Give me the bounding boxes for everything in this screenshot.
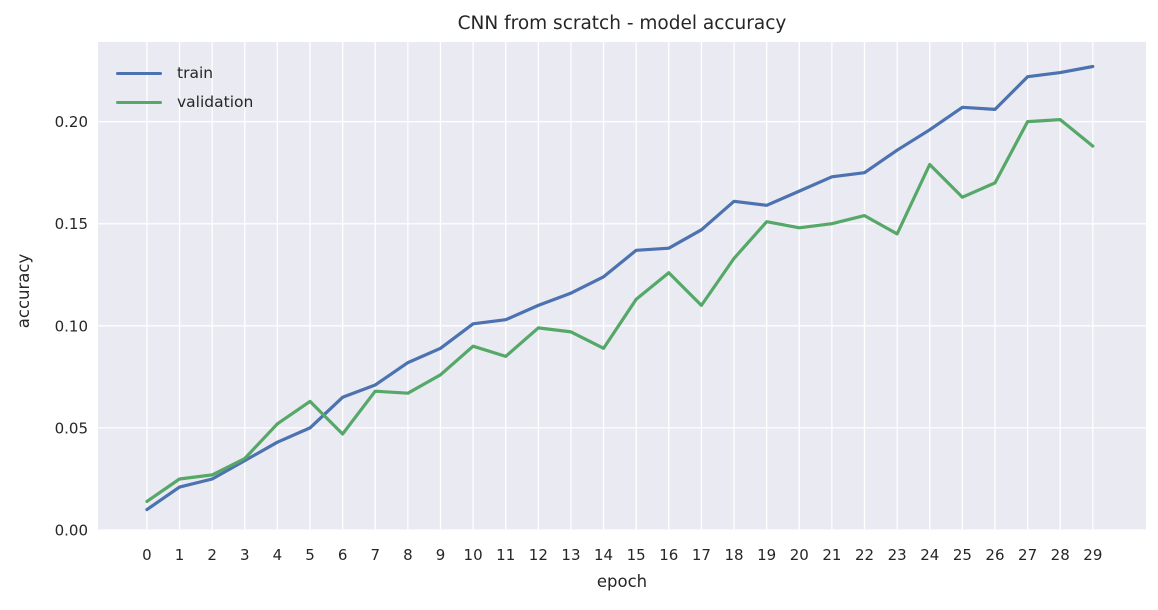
validation-line-swatch: [116, 100, 162, 105]
y-tick-label: 0.00: [55, 522, 88, 540]
legend-label-train: train: [177, 63, 214, 82]
x-tick-label: 15: [627, 546, 646, 564]
y-axis-label: accuracy: [14, 253, 33, 329]
x-tick-label: 22: [855, 546, 874, 564]
x-tick-label: 27: [1018, 546, 1037, 564]
y-tick-label: 0.15: [55, 215, 88, 233]
x-tick-label: 19: [757, 546, 776, 564]
x-tick-label: 16: [659, 546, 678, 564]
train-line: [145, 64, 1095, 512]
x-tick-label: 0: [142, 546, 152, 564]
x-tick-label: 13: [561, 546, 580, 564]
x-tick-label: 8: [403, 546, 413, 564]
x-tick-label: 9: [436, 546, 446, 564]
x-tick-label: 3: [240, 546, 250, 564]
legend-item-train: train: [116, 59, 253, 88]
plot-background: [98, 42, 1146, 530]
x-tick-label: 11: [496, 546, 515, 564]
x-tick-label: 29: [1083, 546, 1102, 564]
x-tick-label: 4: [273, 546, 283, 564]
chart-title: CNN from scratch - model accuracy: [457, 13, 787, 34]
x-tick-label: 12: [529, 546, 548, 564]
x-tick-label: 28: [1051, 546, 1070, 564]
x-tick-label: 18: [724, 546, 743, 564]
x-axis-label: epoch: [596, 572, 648, 591]
y-tick-label: 0.05: [55, 419, 88, 437]
x-tick-label: 6: [338, 546, 348, 564]
legend: train validation: [116, 59, 253, 117]
validation-line: [145, 117, 1095, 503]
x-tick-label: 1: [175, 546, 185, 564]
train-line-swatch: [116, 71, 162, 76]
x-tick-label: 26: [985, 546, 1004, 564]
x-tick-label: 7: [370, 546, 380, 564]
y-tick-label: 0.10: [55, 317, 88, 335]
x-tick-label: 21: [822, 546, 841, 564]
x-tick-label: 10: [464, 546, 483, 564]
x-tick-label: 2: [207, 546, 217, 564]
legend-item-validation: validation: [116, 88, 253, 117]
x-tick-label: 25: [953, 546, 972, 564]
x-tick-label: 5: [305, 546, 315, 564]
x-tick-label: 23: [888, 546, 907, 564]
x-tick-label: 24: [920, 546, 939, 564]
y-tick-label: 0.20: [55, 113, 88, 131]
x-tick-label: 14: [594, 546, 613, 564]
x-tick-label: 17: [692, 546, 711, 564]
x-tick-label: 20: [790, 546, 809, 564]
legend-label-validation: validation: [177, 92, 254, 111]
